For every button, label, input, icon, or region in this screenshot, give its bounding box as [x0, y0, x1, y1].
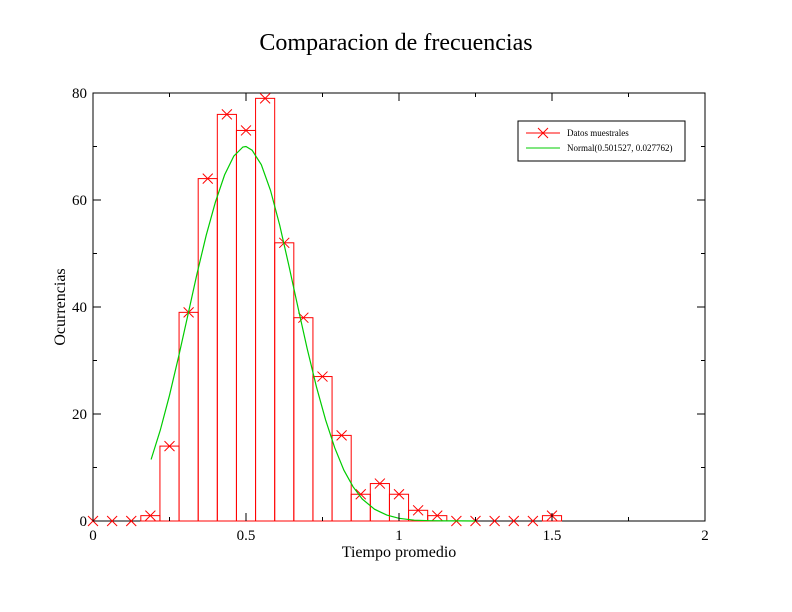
histogram-bar — [159, 445, 180, 522]
histogram-marker — [125, 515, 137, 527]
y-tick-label: 20 — [72, 407, 87, 423]
x-tick-label: 2 — [701, 528, 709, 544]
x-tick-label: 0 — [89, 528, 97, 544]
histogram-marker — [508, 515, 520, 527]
histogram-marker — [317, 371, 328, 382]
histogram-markers — [87, 92, 558, 527]
chart-title: Comparacion de frecuencias — [259, 30, 532, 56]
histogram-bar — [235, 129, 257, 522]
histogram-marker — [412, 504, 424, 516]
legend-histogram-label: Datos muestrales — [567, 128, 629, 138]
histogram-marker — [489, 515, 500, 527]
y-tick-label: 60 — [72, 193, 87, 209]
axis-ticks — [92, 92, 706, 522]
histogram-bar — [350, 493, 371, 522]
histogram-marker — [374, 478, 386, 489]
histogram-marker — [355, 488, 367, 500]
x-tick-label: 1 — [395, 528, 403, 544]
histogram-bar — [255, 97, 276, 522]
x-axis-label: Tiempo promedio — [342, 544, 457, 561]
histogram-bar — [274, 242, 295, 522]
histogram-marker — [431, 510, 443, 522]
x-tick-label: 1.5 — [543, 528, 562, 544]
histogram-bar — [312, 376, 333, 522]
histogram-bar — [293, 317, 314, 522]
histogram-marker — [527, 515, 539, 527]
y-tick-label: 80 — [72, 86, 87, 102]
x-tick-label: 0.5 — [237, 528, 256, 544]
histogram-marker — [221, 109, 233, 120]
histogram-marker — [259, 92, 271, 104]
legend: Datos muestrales Normal(0.501527, 0.0277… — [517, 120, 686, 162]
histogram-marker — [393, 488, 405, 500]
histogram-marker — [164, 440, 175, 452]
y-tick-label: 40 — [72, 300, 87, 316]
histogram-bar — [216, 113, 237, 522]
legend-histogram-marker — [537, 127, 549, 139]
legend-normal-label: Normal(0.501527, 0.027762) — [567, 143, 673, 153]
histogram-bars — [140, 97, 563, 522]
histogram-marker — [202, 173, 214, 184]
y-axis-label: Ocurrencias — [52, 268, 69, 345]
y-tick-label: 0 — [80, 514, 88, 530]
histogram-marker — [336, 430, 347, 441]
histogram-marker — [106, 515, 118, 527]
histogram-marker — [145, 510, 156, 522]
legend-box — [517, 120, 686, 162]
histogram-bar — [140, 515, 161, 522]
legend-x-marker — [537, 127, 549, 139]
normal-curve-line — [150, 145, 476, 522]
histogram-marker — [240, 125, 252, 136]
